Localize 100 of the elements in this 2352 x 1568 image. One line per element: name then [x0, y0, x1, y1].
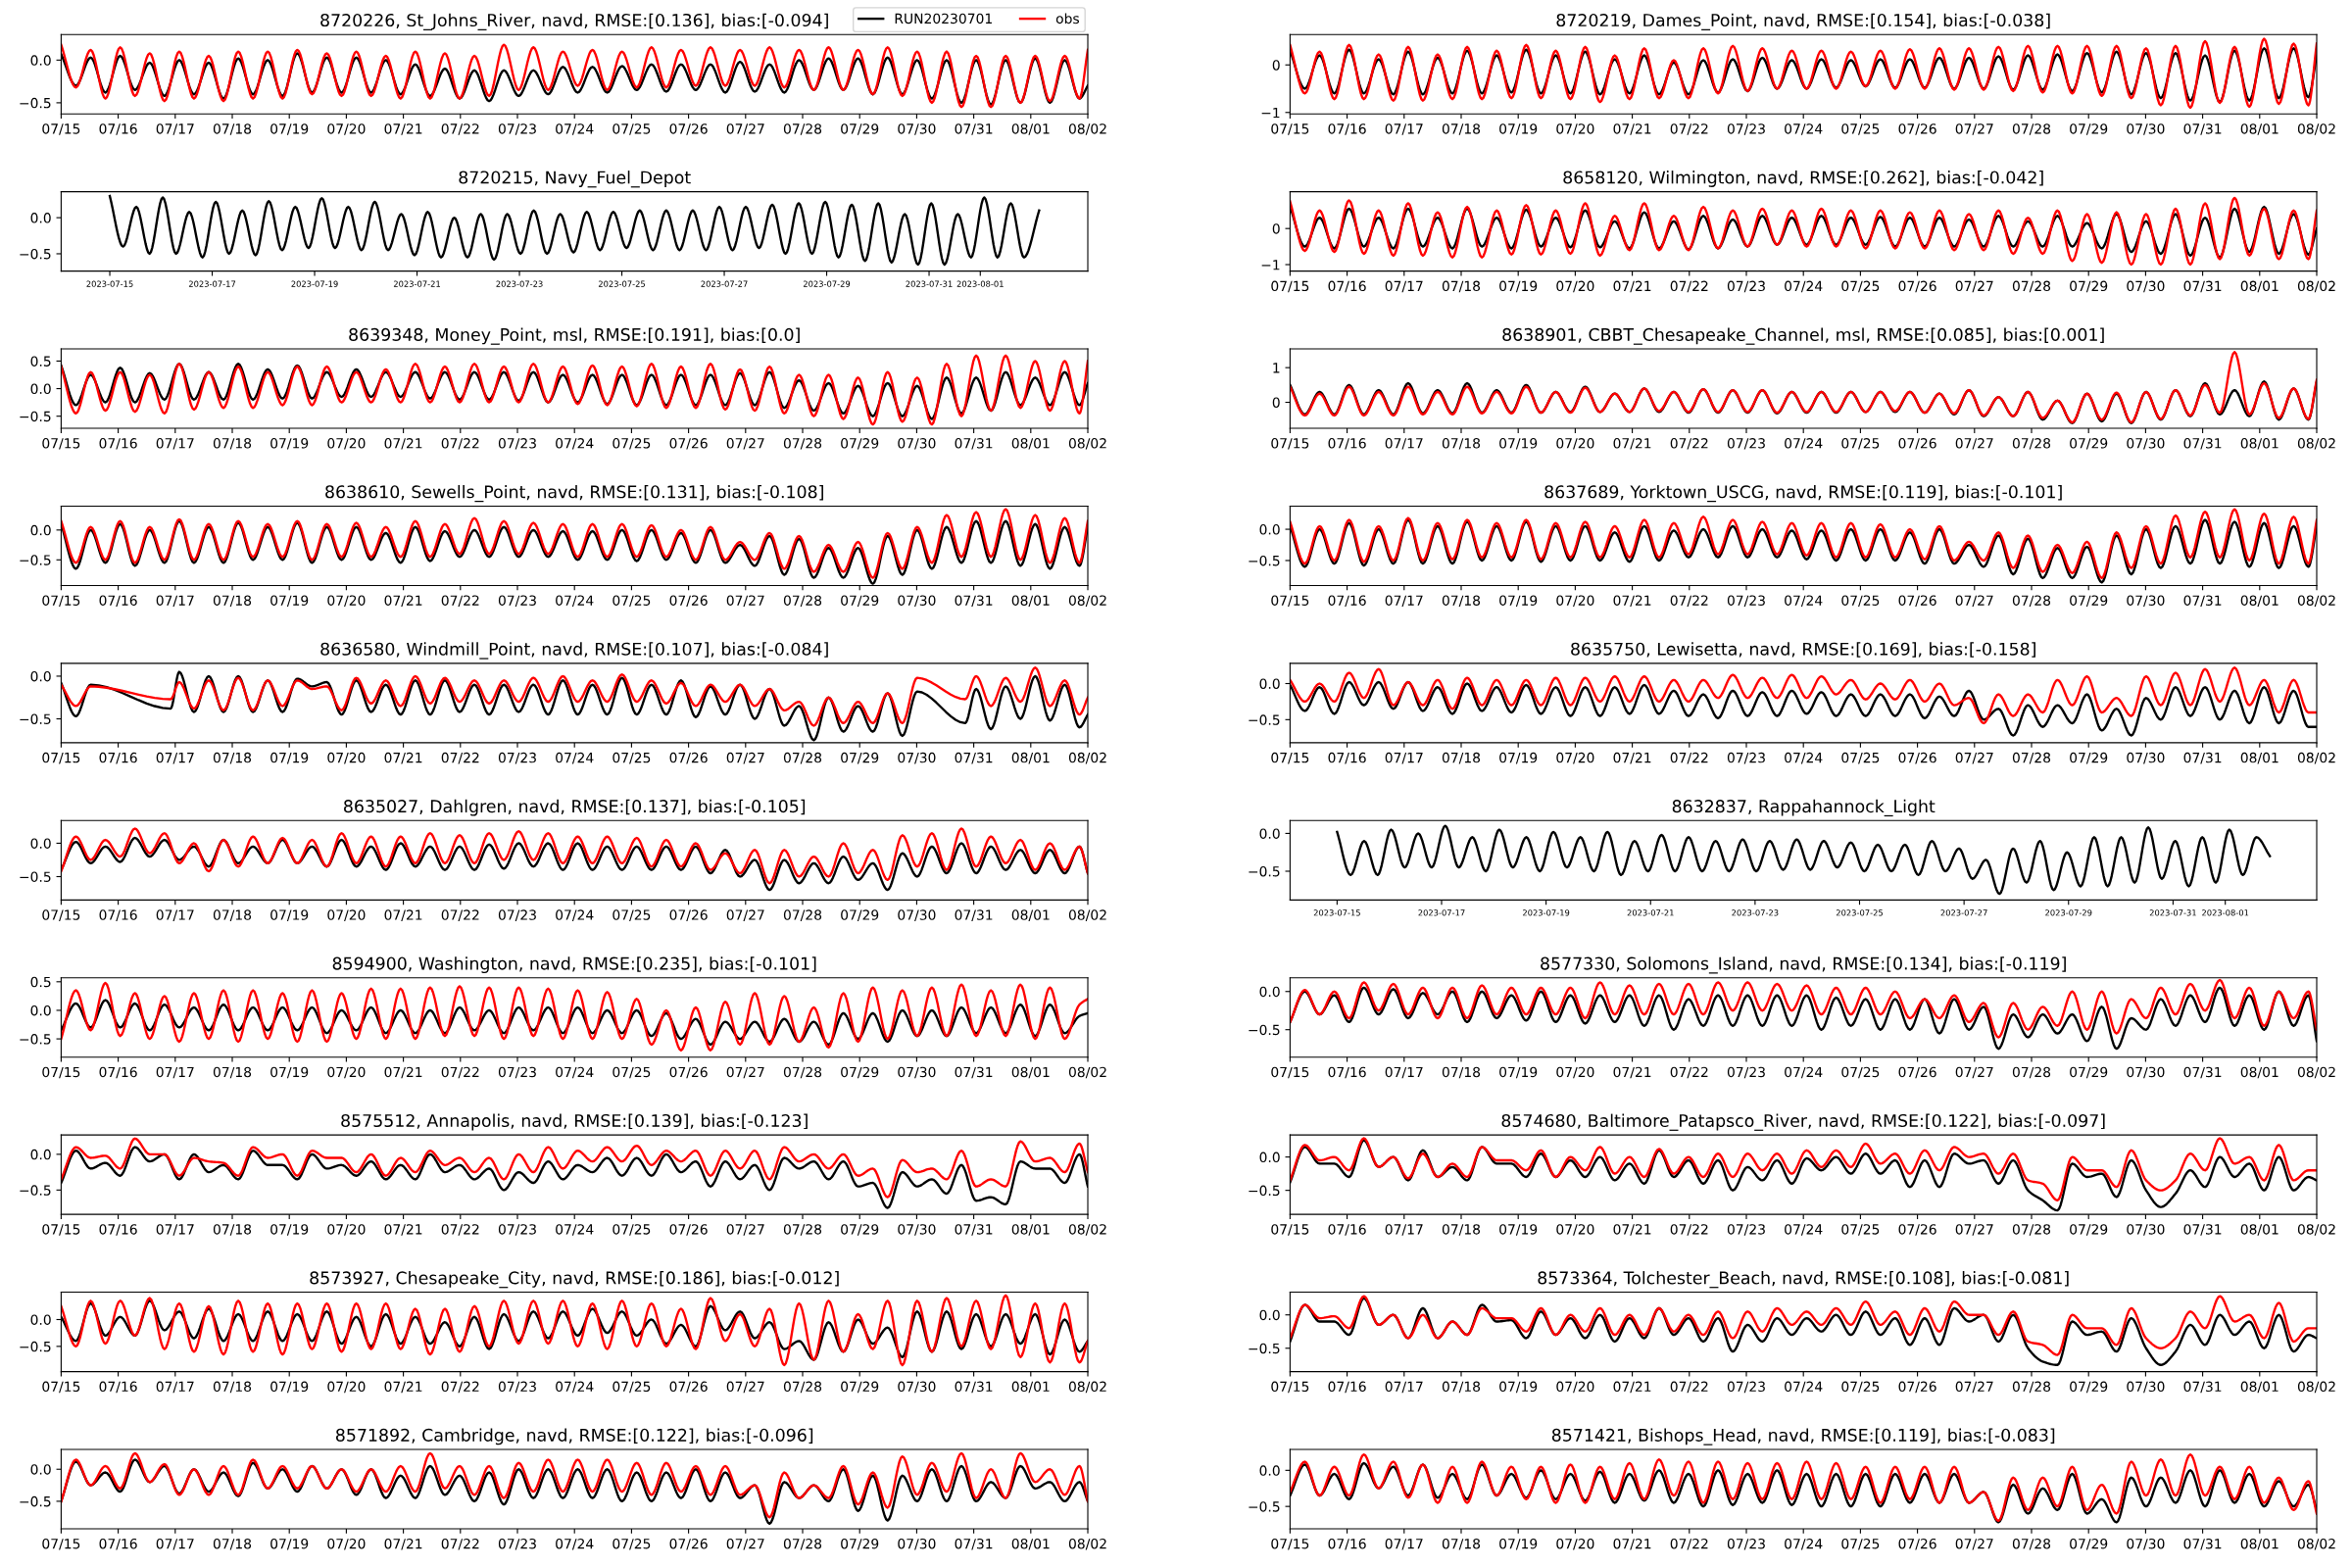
- x-tick-label: 07/26: [1898, 752, 1936, 764]
- x-tick-label: 2023-07-31: [2149, 909, 2196, 916]
- x-tick-label: 07/18: [213, 1381, 252, 1394]
- x-tick-label: 07/16: [99, 595, 137, 608]
- x-tick-label: 07/27: [726, 123, 764, 135]
- x-tick-label: 07/24: [556, 909, 594, 921]
- x-tick-label: 07/16: [99, 123, 137, 135]
- x-tick-label: 07/18: [213, 595, 252, 608]
- x-tick-label: 07/15: [1271, 595, 1309, 608]
- x-tick-label: 2023-07-21: [1627, 909, 1674, 916]
- x-tick-label: 08/01: [2240, 595, 2278, 608]
- x-tick-label: 07/18: [213, 1538, 252, 1550]
- x-tick-label: 07/23: [498, 1066, 536, 1079]
- x-tick-label: 07/23: [498, 438, 536, 450]
- x-tick-label: 07/20: [327, 1381, 366, 1394]
- x-tick-label: 07/22: [441, 1381, 479, 1394]
- x-tick-label: 07/23: [1727, 1381, 1765, 1394]
- x-tick-label: 07/18: [213, 752, 252, 764]
- x-tick-label: 07/26: [1898, 595, 1936, 608]
- x-tick-label: 07/20: [1556, 1224, 1594, 1236]
- y-tick-label: −0.5: [1249, 1024, 1280, 1036]
- x-tick-label: 07/28: [783, 1066, 822, 1079]
- x-tick-label: 07/26: [1898, 438, 1936, 450]
- x-tick-label: 07/23: [498, 595, 536, 608]
- x-tick-label: 07/21: [1613, 1381, 1651, 1394]
- x-tick-label: 07/25: [1841, 123, 1880, 135]
- x-tick-label: 07/19: [270, 595, 309, 608]
- x-tick-label: 07/30: [2127, 438, 2165, 450]
- x-tick-label: 07/25: [1841, 280, 1880, 293]
- x-tick-label: 08/01: [1011, 1224, 1050, 1236]
- y-tick-label: 0.0: [30, 1314, 51, 1325]
- chart-title: 8720215, Navy_Fuel_Depot: [459, 171, 691, 188]
- x-tick-label: 07/17: [1385, 1066, 1423, 1079]
- x-tick-label: 07/19: [270, 1381, 309, 1394]
- x-tick-label: 07/19: [270, 752, 309, 764]
- x-tick-label: 07/21: [384, 123, 422, 135]
- x-tick-label: 07/18: [213, 438, 252, 450]
- x-tick-label: 07/15: [1271, 1538, 1309, 1550]
- chart-title: 8575512, Annapolis, navd, RMSE:[0.139], bias:[-0.123]: [341, 1113, 808, 1131]
- x-tick-label: 07/17: [156, 909, 194, 921]
- x-tick-label: 07/17: [1385, 1538, 1423, 1550]
- x-tick-label: 07/24: [556, 1224, 594, 1236]
- y-tick-label: −0.5: [1249, 865, 1280, 877]
- x-tick-label: 07/28: [783, 1538, 822, 1550]
- y-tick-label: 0: [1272, 223, 1280, 234]
- x-tick-label: 08/01: [1011, 752, 1050, 764]
- x-tick-label: 08/02: [2297, 1538, 2335, 1550]
- x-tick-label: 07/24: [556, 1538, 594, 1550]
- x-tick-label: 07/19: [270, 1538, 309, 1550]
- x-tick-label: 07/30: [2127, 123, 2165, 135]
- x-tick-label: 07/16: [99, 1066, 137, 1079]
- x-tick-label: 07/29: [2070, 1381, 2108, 1394]
- x-tick-label: 08/01: [2240, 280, 2278, 293]
- x-tick-label: 07/16: [99, 1224, 137, 1236]
- x-tick-label: 07/21: [1613, 438, 1651, 450]
- x-tick-label: 07/31: [955, 123, 993, 135]
- x-tick-label: 07/18: [213, 1066, 252, 1079]
- chart-title: 8571421, Bishops_Head, navd, RMSE:[0.119], bias:[-0.083]: [1551, 1428, 2055, 1446]
- x-tick-label: 08/01: [1011, 595, 1050, 608]
- x-tick-label: 07/31: [2183, 1538, 2222, 1550]
- x-tick-label: 07/29: [841, 438, 879, 450]
- x-tick-label: 07/30: [2127, 595, 2165, 608]
- x-tick-label: 07/24: [556, 1381, 594, 1394]
- x-tick-label: 07/20: [1556, 595, 1594, 608]
- x-tick-label: 07/18: [1442, 1538, 1481, 1550]
- x-tick-label: 07/25: [612, 1381, 651, 1394]
- y-tick-label: 0.0: [30, 213, 51, 223]
- x-tick-label: 07/25: [612, 1538, 651, 1550]
- y-tick-label: −0.5: [20, 1495, 51, 1507]
- x-tick-label: 07/24: [556, 595, 594, 608]
- x-tick-label: 07/27: [726, 752, 764, 764]
- x-tick-label: 07/15: [42, 1538, 80, 1550]
- x-tick-label: 07/31: [2183, 123, 2222, 135]
- x-tick-label: 07/20: [327, 438, 366, 450]
- x-tick-label: 07/15: [1271, 1066, 1309, 1079]
- chart-title: 8573364, Tolchester_Beach, navd, RMSE:[0.108], bias:[-0.081]: [1538, 1271, 2069, 1289]
- chart-title: 8720226, St_Johns_River, navd, RMSE:[0.136], bias:[-0.094]: [320, 13, 828, 30]
- x-tick-label: 08/01: [2240, 438, 2278, 450]
- x-tick-label: 07/29: [2070, 595, 2108, 608]
- x-tick-label: 07/31: [955, 1538, 993, 1550]
- x-tick-label: 07/18: [1442, 123, 1481, 135]
- x-tick-label: 07/19: [1499, 1066, 1538, 1079]
- x-tick-label: 07/15: [1271, 1224, 1309, 1236]
- x-tick-label: 08/01: [2240, 1066, 2278, 1079]
- x-tick-label: 07/31: [955, 595, 993, 608]
- x-tick-label: 07/18: [213, 1224, 252, 1236]
- x-tick-label: 07/24: [556, 752, 594, 764]
- x-tick-label: 07/24: [1785, 1538, 1823, 1550]
- x-tick-label: 07/22: [441, 1224, 479, 1236]
- x-tick-label: 07/27: [726, 1066, 764, 1079]
- y-tick-label: 0: [1272, 60, 1280, 71]
- legend-label: obs: [1055, 13, 1079, 24]
- x-tick-label: 07/31: [955, 1224, 993, 1236]
- x-tick-label: 07/21: [384, 595, 422, 608]
- x-tick-label: 07/22: [1670, 752, 1708, 764]
- x-tick-label: 07/18: [1442, 1381, 1481, 1394]
- y-tick-label: −0.5: [20, 248, 51, 260]
- x-tick-label: 07/30: [2127, 752, 2165, 764]
- x-tick-label: 07/16: [1328, 438, 1366, 450]
- x-tick-label: 07/24: [1785, 123, 1823, 135]
